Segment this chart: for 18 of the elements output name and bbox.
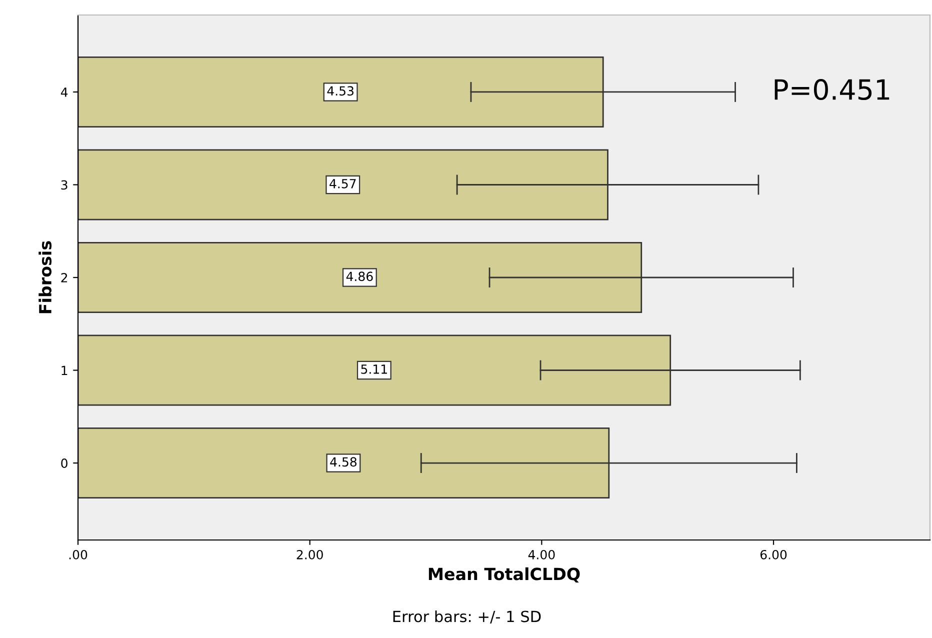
- data-label: 4.53: [327, 86, 354, 96]
- data-label: 4.86: [346, 272, 373, 282]
- x-tick-label: .00: [69, 550, 88, 560]
- y-axis-title: Fibrosis: [38, 241, 52, 314]
- y-tick-label: 2: [61, 272, 68, 282]
- x-axis-title: Mean TotalCLDQ: [428, 567, 580, 582]
- x-tick-label: 6.00: [760, 550, 787, 560]
- data-label: 4.58: [330, 457, 357, 467]
- y-tick-label: 1: [62, 366, 68, 376]
- data-label: 4.57: [330, 179, 356, 188]
- y-tick-label: 4: [60, 88, 68, 97]
- y-tick-label: 3: [61, 180, 68, 190]
- y-tick-label: 0: [61, 458, 68, 468]
- text: Error bars: +/- 1 SD: [393, 610, 541, 624]
- x-tick-label: 4.00: [528, 550, 555, 560]
- data-label: 5.11: [361, 364, 387, 374]
- x-tick-label: 2.00: [296, 550, 323, 560]
- annotation: P=0.451: [774, 79, 890, 100]
